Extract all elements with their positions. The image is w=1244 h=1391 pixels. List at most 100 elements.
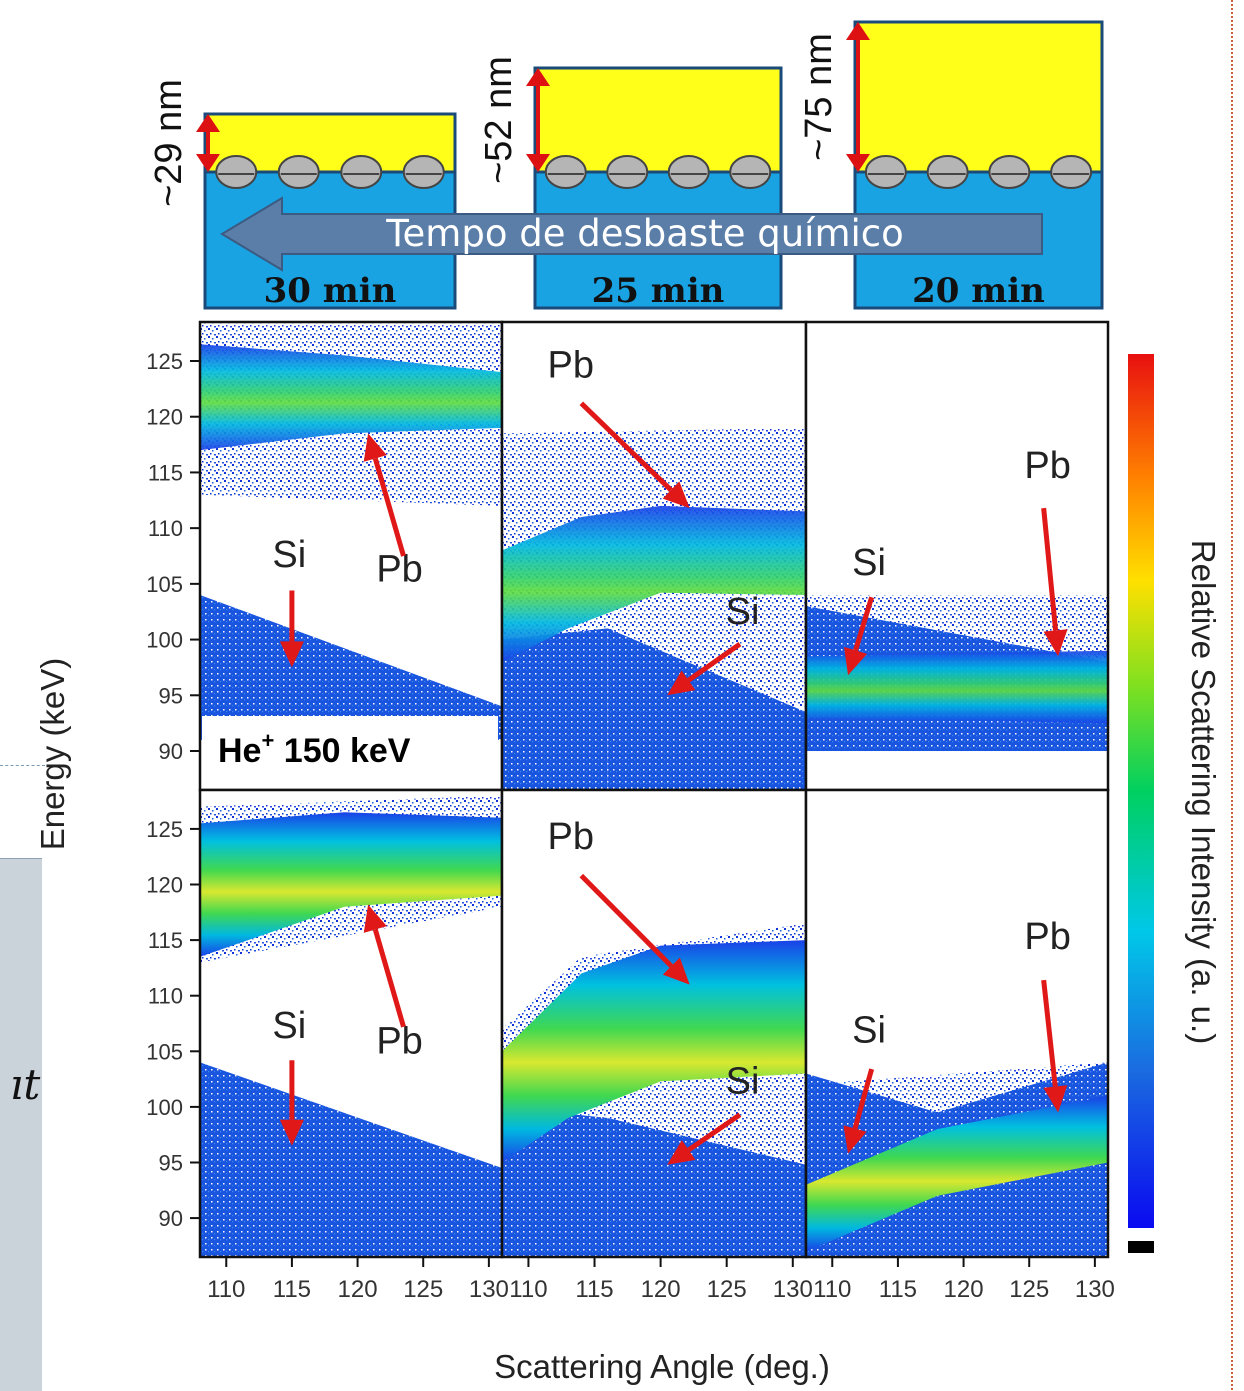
nanoparticle [277,155,320,189]
colorbar-label: Relative Scattering Intensity (a. u.) [1185,540,1222,1044]
y-tick-label: 105 [146,1039,183,1064]
thickness-arrow-head-up [526,68,550,86]
nanoparticle [1050,155,1093,189]
si-signal-region-left [502,628,608,790]
si-signal-region [607,628,806,790]
sample-2: ~75 nm 20 min [798,20,1104,311]
slide-edge-divider [1231,0,1233,1390]
beam-ion: He [218,732,261,770]
x-tick-label: 120 [944,1276,984,1303]
pointer-arrow-head [843,1125,867,1154]
pointer-arrow-head [662,957,690,985]
panel-frame [804,788,1110,1259]
left-connector-line [0,765,45,766]
pointer-arrow-shaft [853,596,875,652]
element-label-pb: Pb [1024,916,1070,958]
y-tick-label: 95 [159,683,183,708]
y-tick-label: 90 [159,1206,183,1231]
y-tick-label: 120 [146,405,183,430]
panel-top-0: Si Pb [198,320,504,792]
pointer-arrow-head [279,641,304,668]
etch-arrow-label: Tempo de desbaste químico [385,212,904,255]
pointer-arrow-shaft [1041,507,1059,631]
etch-arrow-shape [220,196,1043,272]
colorbar-gradient [1128,354,1154,1228]
y-tick-label: 120 [146,873,183,898]
pointer-arrow-shaft [687,641,742,683]
svg-text:He+ 150 keV: He+ 150 keV [218,728,411,770]
pointer-arrow-shaft [372,928,406,1028]
y-tick-label: 125 [146,349,183,374]
panel-top-1: Pb Si [500,320,808,792]
pointer-arrow-shaft [372,457,406,557]
etch-time-label: 25 min [592,271,725,311]
x-tick-label: 125 [403,1276,443,1303]
element-label-pb: Pb [376,1021,422,1063]
x-tick-label: 115 [273,1276,311,1303]
etch-time-arrow: Tempo de desbaste químico [220,196,1043,272]
nanoparticle [402,155,445,189]
thickness-arrow-head-up [196,114,220,132]
schematic: ~29 nm 30 min ~52 nm 25 min ~75 nm 20 minTemp… [148,20,1104,311]
sample-0: ~29 nm 30 min [148,79,457,311]
pointer-arrow-head [844,646,868,676]
thickness-label: ~75 nm [798,33,840,161]
colorbar [1128,354,1154,1253]
thickness-label: ~52 nm [478,56,520,184]
pointer-arrow-head [667,670,696,696]
y-tick-label: 115 [148,928,183,953]
pointer-arrow-head [667,1140,696,1165]
pointer-arrow-shaft [852,1068,875,1130]
x-tick-label: 130 [469,1276,509,1303]
x-tick-label: 110 [207,1276,245,1303]
sample-1: ~52 nm 25 min [478,56,783,311]
beam-ion-charge: + [261,728,274,753]
pointer-arrow-shaft [579,401,673,492]
y-tick-label: 100 [146,1095,183,1120]
left-sidebar-fragment [0,858,42,1391]
thickness-arrow-head-up [846,22,870,40]
pb-signal-band [200,812,502,957]
pb-signal-band [806,650,1108,724]
element-label-si: Si [852,1009,886,1051]
x-tick-label: 110 [813,1276,851,1303]
y-tick-label: 100 [146,628,183,653]
x-tick-label: 110 [509,1276,547,1303]
nanoparticle [667,155,710,189]
y-tick-label: 110 [148,516,183,541]
y-axis-label: Energy (keV) [34,658,71,851]
film-layer [533,66,783,174]
pointer-arrow-shaft [1041,979,1058,1087]
element-label-pb: Pb [547,816,593,858]
panel-bottom-0: Si Pb [198,788,504,1259]
y-tick-label: 125 [146,817,183,842]
element-label-pb: Pb [1024,445,1070,487]
colorbar-black-swatch [1128,1241,1154,1253]
pointer-arrow-head [279,1119,304,1146]
pb-signal-band [502,940,806,1163]
panel-top-2: Si Pb [804,320,1110,792]
thickness-arrow-head-down [846,154,870,172]
panel-bottom-2: Si Pb [804,788,1110,1259]
element-label-si: Si [272,1005,306,1047]
element-label-si: Si [726,591,760,633]
panel-bottom-1: Pb Si [500,788,808,1259]
x-tick-label: 130 [1075,1276,1115,1303]
x-tick-label: 120 [641,1276,681,1303]
nanoparticle [606,155,649,189]
heatmap-panels: Si Pb Pb Si Si Pb Si Pb Pb Si Si Pb [198,320,1110,1259]
nanoparticle [340,155,383,189]
pb-signal-band [502,505,806,662]
x-tick-label: 125 [1009,1276,1049,1303]
x-tick-label: 115 [575,1276,613,1303]
pointer-arrow-shaft [579,873,674,968]
pb-signal-band [806,1095,1108,1252]
element-label-si: Si [726,1061,760,1103]
nanoparticle [544,155,587,189]
pointer-arrow-head [1043,1085,1068,1113]
beam-label: He+ 150 keV [202,716,498,780]
beam-energy: 150 keV [284,732,411,770]
etch-time-label: 20 min [912,271,1045,311]
etch-time-label: 30 min [264,271,397,311]
pointer-arrow-shaft [687,1112,742,1153]
